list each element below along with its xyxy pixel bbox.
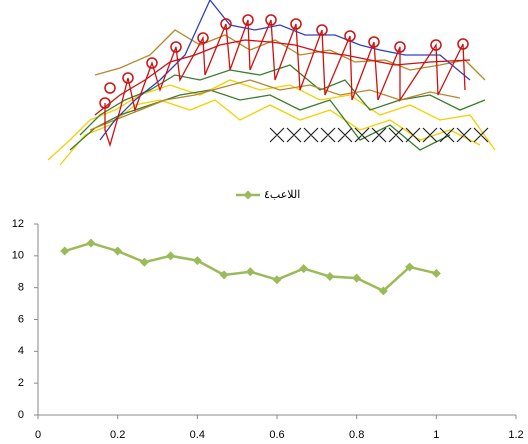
x-tick-label: 0.2 [110,429,125,441]
point [166,251,175,260]
y-tick-label: 4 [18,345,24,357]
point [325,272,334,281]
point [352,274,361,283]
x-tick-label: 1 [433,429,439,441]
point [299,264,308,273]
x-tick-label: 0.4 [190,429,205,441]
point [246,267,255,276]
y-tick-label: 2 [18,377,24,389]
point [220,270,229,279]
x-tick-label: 0.6 [269,429,284,441]
x-tick-label: 0 [35,429,41,441]
legend-marker [244,191,253,200]
point [432,269,441,278]
y-tick-label: 8 [18,282,24,294]
y-tick-label: 10 [12,250,24,262]
point [113,247,122,256]
point [273,275,282,284]
point [86,239,95,248]
y-tick-label: 6 [18,313,24,325]
y-tick-label: 0 [18,409,24,421]
x-tick-label: 1.2 [508,429,523,441]
legend-label: اللاعب٤ [264,189,300,201]
point [193,256,202,265]
page: 0 2 4 6 8 10 12 0 0.2 0.4 0.6 0.8 1 1.2 اللاعب٤ [0,0,528,444]
point [60,247,69,256]
y-tick-label: 12 [12,218,24,230]
motion-illustration [48,0,495,165]
x-tick-label: 0.8 [349,429,364,441]
point [140,258,149,267]
